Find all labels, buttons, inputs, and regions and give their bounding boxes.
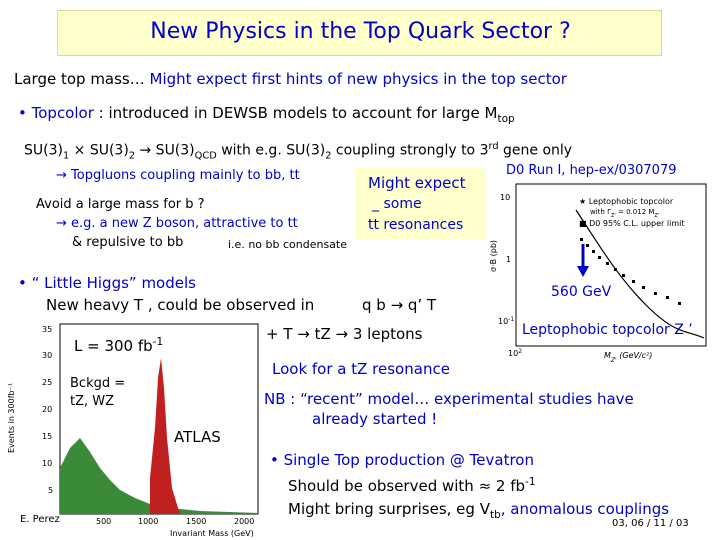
observed-text: Should be observed with ≈ 2 fb — [288, 477, 526, 495]
su3-text-3: → SU(3) — [135, 142, 195, 159]
su3-text-1: SU(3) — [24, 142, 63, 159]
repulsive-text: & repulsive to bb — [72, 235, 184, 250]
intro-line: Large top mass… Might expect first hints… — [14, 70, 567, 88]
topgluons-text: → Topgluons coupling mainly to bb, tt — [56, 168, 300, 183]
surprises-text: Might bring surprises, eg Vtb, anomalous… — [288, 500, 669, 521]
author-name: E. Perez — [20, 514, 60, 525]
atlas-xtick-500: 500 — [96, 517, 111, 526]
luminosity-sup: -1 — [152, 336, 164, 348]
atlas-ytick-20: 20 — [42, 405, 52, 414]
d0-ytick-1: 1 — [506, 255, 511, 264]
d0-plot-frame — [515, 183, 707, 347]
t-decay-text: + T → tZ → 3 leptons — [266, 325, 423, 343]
su3-text-4: with e.g. SU(3) — [216, 142, 326, 159]
su3-sup: rd — [488, 141, 499, 152]
su3-sub-4: 2 — [325, 150, 332, 162]
d0-theory-curve — [575, 209, 705, 339]
su3-line: SU(3)1 × SU(3)2 → SU(3)QCD with e.g. SU(… — [24, 141, 572, 161]
new-z-text: → e.g. a new Z boson, attractive to tt — [56, 216, 298, 231]
atlas-background-hist — [60, 438, 258, 514]
atlas-ytick-5: 5 — [48, 486, 53, 495]
atlas-ytick-30: 30 — [42, 351, 52, 360]
nb-line-2: already started ! — [312, 410, 438, 428]
little-higgs-bullet: • “ Little Higgs” models — [18, 274, 196, 292]
anomalous-text: , anomalous couplings — [500, 500, 670, 518]
atlas-signal-peak — [150, 358, 180, 514]
su3-sub-2: 2 — [128, 150, 136, 162]
observed-with-text: Should be observed with ≈ 2 fb-1 — [288, 476, 536, 495]
some-label: some — [383, 196, 422, 212]
bckgd-label-2: tZ, WZ — [70, 394, 115, 409]
avoid-mass-text: Avoid a large mass for b ? — [36, 197, 205, 212]
heavy-t-text: New heavy T , could be observed in — [46, 296, 315, 314]
nb-line-1: NB : “recent” model… experimental studie… — [264, 390, 634, 408]
topcolor-bullet: • Topcolor : introduced in DEWSB models … — [18, 104, 515, 125]
might-expect-box — [356, 168, 486, 240]
su3-text-2: × SU(3) — [69, 142, 129, 159]
d0-legend-1b: with ΓZ' = 0.012 MZ' — [590, 208, 659, 219]
atlas-xtick-1500: 1500 — [186, 517, 206, 526]
su3-sub-3: QCD — [194, 150, 217, 162]
topcolor-sub: top — [497, 113, 515, 125]
atlas-ylabel: Events in 300fb⁻¹ — [7, 383, 16, 453]
atlas-xtick-1000: 1000 — [138, 517, 158, 526]
look-for-text: Look for a tZ resonance — [272, 360, 450, 378]
bullet-mark: • — [18, 104, 32, 122]
atlas-label: ATLAS — [174, 428, 221, 446]
su3-text-6: gene only — [498, 142, 573, 159]
d0-ytick-10: 10 — [500, 193, 510, 202]
surprises-label: Might bring surprises, eg V — [288, 500, 490, 518]
atlas-ytick-25: 25 — [42, 378, 52, 387]
d0-ytick-01: 10-1 — [498, 316, 514, 327]
luminosity-text: L = 300 fb — [74, 337, 153, 355]
topcolor-text: : introduced in DEWSB models to account … — [93, 104, 498, 122]
tt-resonances-text: tt resonances — [368, 217, 464, 233]
d0-legend-2: ■ D0 95% C.L. upper limit — [579, 219, 684, 228]
no-condensate-text: i.e. no bb condensate — [228, 238, 347, 251]
d0-ylabel: σ·B (pb) — [489, 240, 498, 272]
some-text: _ some — [372, 196, 422, 212]
might-expect-text: Might expect — [368, 174, 466, 192]
atlas-mass-plot: Events in 300fb⁻¹ 35 30 25 20 15 10 5 50… — [0, 318, 262, 540]
footer-date: 03, 06 / 11 / 03 — [612, 518, 689, 529]
mass-560-label: 560 GeV — [551, 284, 612, 300]
atlas-xticks: 500 1000 1500 2000 — [96, 517, 254, 526]
d0-xlabel: MZ' (GeV/c²) — [604, 351, 652, 362]
d0-reference: D0 Run I, hep-ex/0307079 — [506, 163, 677, 178]
atlas-ytick-10: 10 — [42, 459, 52, 468]
d0-limit-points — [580, 238, 681, 305]
arrow-down-icon — [577, 244, 589, 277]
atlas-plot-svg: Events in 300fb⁻¹ 35 30 25 20 15 10 5 50… — [7, 323, 259, 538]
observed-sup: -1 — [525, 476, 536, 488]
slide-title: New Physics in the Top Quark Sector ? — [150, 19, 571, 44]
topcolor-label: Topcolor — [31, 104, 94, 122]
d0-xtick-left: 102 — [508, 348, 522, 359]
single-top-bullet: • Single Top production @ Tevatron — [270, 451, 534, 469]
d0-plot-svg: ★ Leptophobic topcolor with ΓZ' = 0.012 … — [489, 183, 707, 362]
luminosity-label: L = 300 fb-1 — [74, 336, 163, 355]
intro-text-black: Large top mass… — [14, 70, 150, 88]
d0-legend-1: ★ Leptophobic topcolor — [579, 197, 674, 206]
atlas-yticks: 35 30 25 20 15 10 5 — [42, 325, 53, 495]
surprises-sub: tb — [489, 509, 501, 521]
leptophobic-label: Leptophobic topcolor Z ’ — [522, 322, 693, 338]
intro-text-blue: Might expect first hints of new physics … — [149, 70, 567, 88]
title-box: New Physics in the Top Quark Sector ? — [57, 10, 662, 56]
su3-sub-1: 1 — [62, 150, 70, 162]
d0-limit-plot: ★ Leptophobic topcolor with ΓZ' = 0.012 … — [486, 180, 714, 362]
bckgd-label: Bckgd = — [70, 376, 126, 391]
atlas-ytick-35: 35 — [42, 325, 52, 334]
su3-text-5: coupling strongly to 3 — [331, 142, 489, 159]
qb-process-text: q b → q’ T — [362, 296, 437, 314]
atlas-ytick-15: 15 — [42, 432, 52, 441]
atlas-xtick-2000: 2000 — [234, 517, 254, 526]
atlas-xlabel: Invariant Mass (GeV) — [170, 529, 254, 538]
